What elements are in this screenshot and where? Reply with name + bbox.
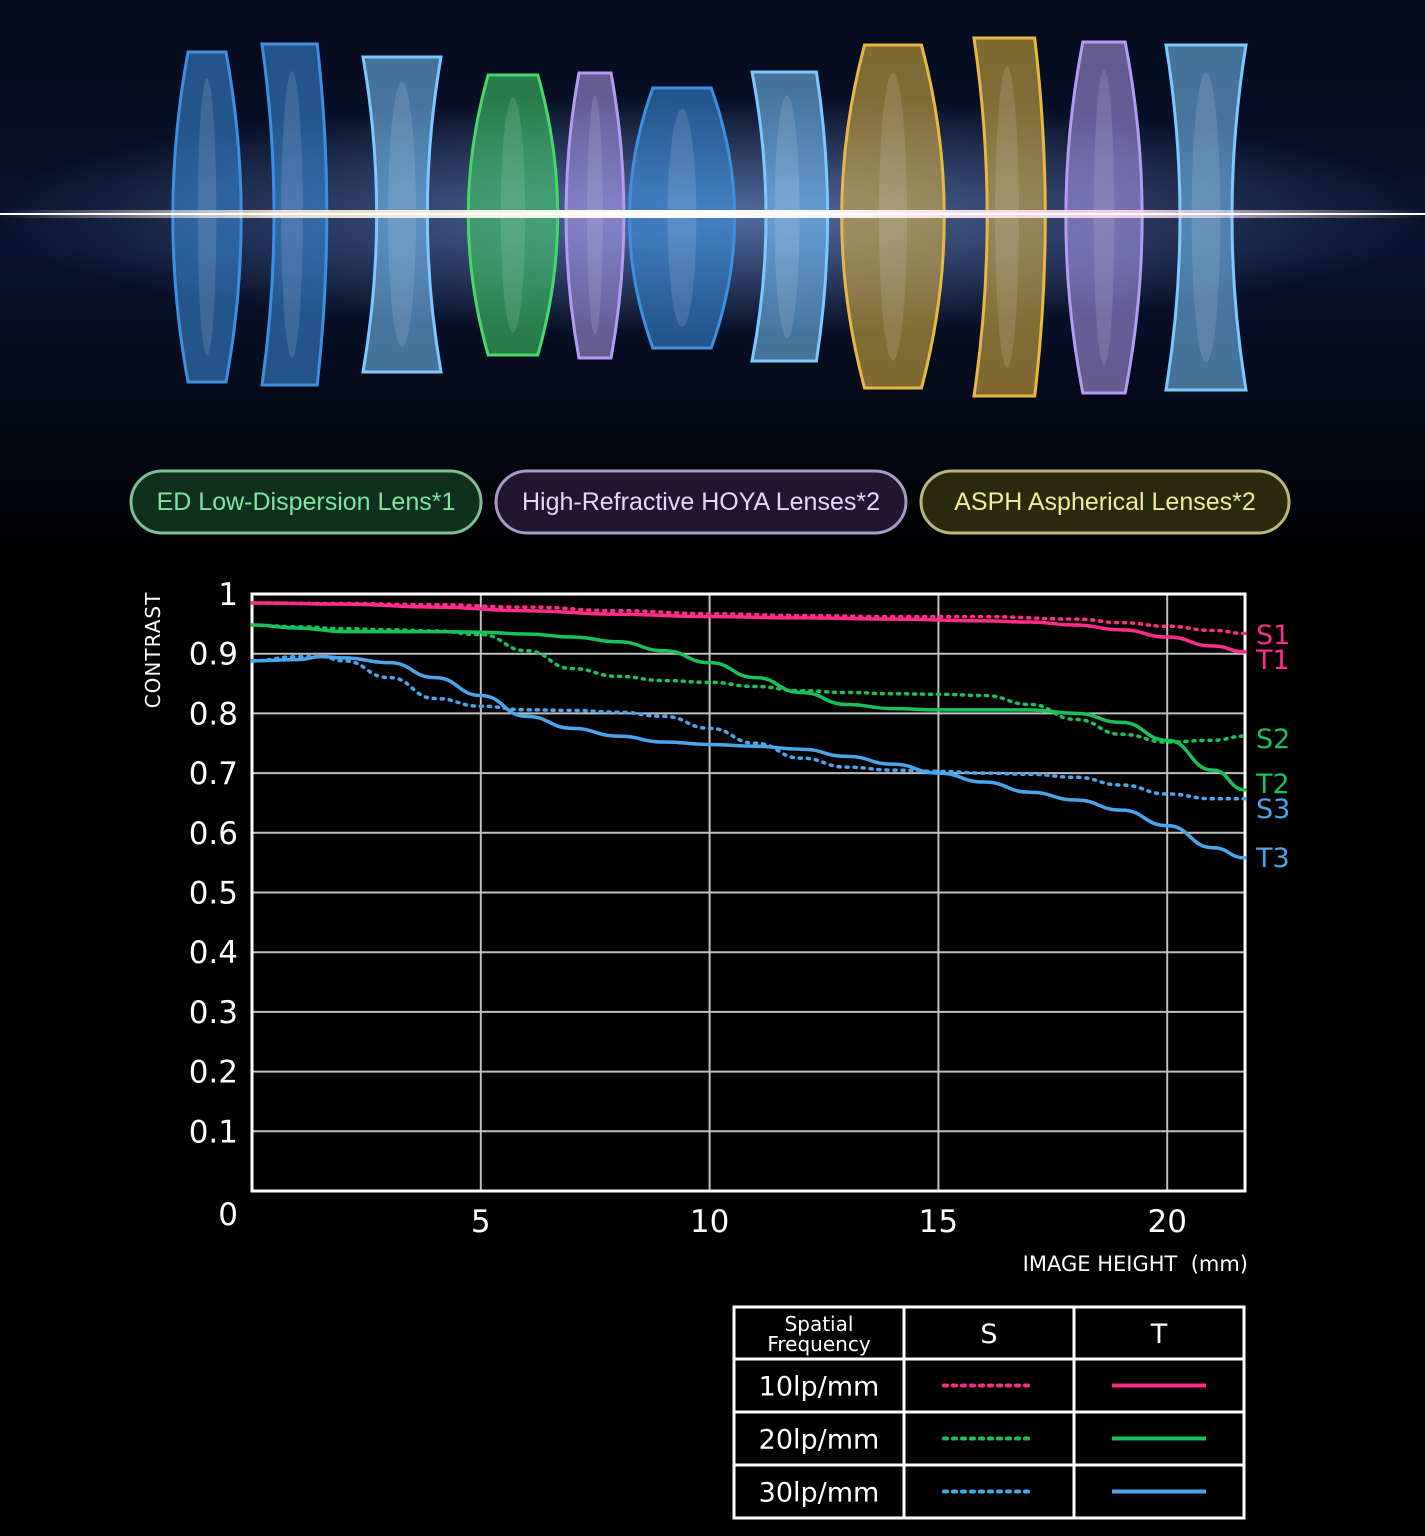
badge-asph-lens: ASPH Aspherical Lenses*2 bbox=[919, 469, 1291, 535]
series-line-s1 bbox=[250, 601, 1247, 636]
series-label-t1: T1 bbox=[1255, 645, 1290, 676]
legend-table: Spatial Frequency S T 10lp/mm 20lp/mm 30lp/mm bbox=[732, 1305, 1246, 1520]
series-line-t1 bbox=[250, 601, 1247, 654]
badge-ed-lens-label: ED Low-Dispersion Lens*1 bbox=[157, 488, 456, 516]
chart-series bbox=[250, 601, 1247, 860]
series-label-t3: T3 bbox=[1255, 843, 1290, 874]
legend-header-s: S bbox=[980, 1319, 997, 1350]
legend-header-spatial-frequency: Spatial Frequency bbox=[767, 1312, 870, 1356]
x-axis-label: IMAGE HEIGHT (mm) bbox=[1023, 1252, 1248, 1276]
x-tick-label: 15 bbox=[919, 1204, 958, 1240]
y-tick-label: 0.1 bbox=[189, 1114, 238, 1150]
series-line-t3 bbox=[250, 654, 1247, 860]
y-tick-label: 0.2 bbox=[189, 1055, 238, 1091]
y-tick-label: 0.8 bbox=[189, 696, 238, 732]
y-tick-label: 0.7 bbox=[189, 756, 238, 792]
badge-asph-lens-frame bbox=[919, 469, 1291, 535]
badge-hoya-lens-frame bbox=[494, 469, 908, 535]
y-tick-label: 0.4 bbox=[189, 935, 238, 971]
y-tick-label: 0.9 bbox=[189, 637, 238, 673]
series-label-s2: S2 bbox=[1256, 724, 1290, 755]
legend-row-label: 20lp/mm bbox=[759, 1425, 880, 1456]
y-tick-label: 0 bbox=[218, 1197, 238, 1233]
series-line-s3 bbox=[250, 654, 1247, 801]
plot-frame bbox=[250, 592, 1247, 1193]
badge-hoya-lens-label: High-Refractive HOYA Lenses*2 bbox=[522, 488, 880, 516]
badge-hoya-lens: High-Refractive HOYA Lenses*2 bbox=[494, 469, 908, 535]
lens-elements-illustration: ED Low-Dispersion Lens*1 High-Refractive… bbox=[0, 0, 1425, 560]
badge-ed-lens: ED Low-Dispersion Lens*1 bbox=[129, 469, 483, 535]
chart-grid bbox=[250, 592, 1247, 1193]
x-tick-label: 5 bbox=[471, 1204, 491, 1240]
series-line-s2 bbox=[250, 623, 1247, 744]
series-label-s3: S3 bbox=[1256, 794, 1290, 825]
series-label-s1: S1 bbox=[1256, 620, 1290, 651]
series-label-t2: T2 bbox=[1255, 769, 1290, 800]
y-tick-label: 0.6 bbox=[189, 816, 238, 852]
legend-row-label: 10lp/mm bbox=[759, 1372, 880, 1403]
badge-asph-lens-label: ASPH Aspherical Lenses*2 bbox=[954, 488, 1256, 516]
y-tick-label: 0.3 bbox=[189, 995, 238, 1031]
badge-ed-lens-frame bbox=[129, 469, 483, 535]
mtf-chart: 00.10.20.30.40.50.60.70.80.915 10 15 20 S1T… bbox=[141, 577, 1290, 1520]
y-tick-label: 0.5 bbox=[189, 876, 238, 912]
y-axis-label: CONTRAST bbox=[141, 592, 165, 709]
x-tick-label: 10 bbox=[690, 1204, 729, 1240]
y-tick-label: 1 bbox=[218, 577, 238, 613]
x-tick-label: 20 bbox=[1147, 1204, 1186, 1240]
chart-tick-labels: 00.10.20.30.40.50.60.70.80.915 10 15 20 bbox=[189, 577, 1187, 1240]
legend-header-t: T bbox=[1150, 1319, 1168, 1350]
series-line-t2 bbox=[250, 623, 1247, 792]
light-beam-core bbox=[0, 213, 1425, 215]
legend-row-label: 30lp/mm bbox=[759, 1478, 880, 1509]
